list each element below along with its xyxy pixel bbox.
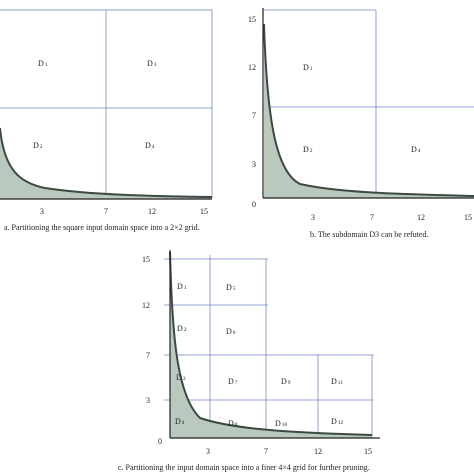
region-index: 5 <box>233 286 236 292</box>
panel-c-x-ticks: 3 7 12 15 <box>206 447 372 456</box>
panel-c-tick-3: 3 <box>206 447 210 456</box>
panel-c-regions: D1 D5 D2 D6 D3 D7 D9 D11 D4 D8 D10 D12 <box>175 282 344 428</box>
panel-b-curve <box>263 23 474 197</box>
panel-b-region-d1: D1 <box>303 63 313 72</box>
panel-c-region-d10: D10 <box>275 419 288 428</box>
panel-c-ytick-3: 3 <box>146 396 150 405</box>
panel-c-region-d6: D6 <box>226 327 236 336</box>
panel-b-tick-15: 15 <box>464 213 472 222</box>
panel-a-tick-7: 7 <box>104 207 108 216</box>
panel-c-region-d11: D11 <box>331 377 343 386</box>
region-index: 4 <box>152 144 155 150</box>
panel-a-regions: D1 D3 D2 D4 <box>33 59 157 150</box>
region-index: 2 <box>310 148 313 154</box>
panel-a-region-d4: D4 <box>145 141 155 150</box>
panel-a-tick-3: 3 <box>40 207 44 216</box>
panel-b-ytick-12: 12 <box>248 63 256 72</box>
region-index: 9 <box>288 380 291 386</box>
panel-b: 15 12 7 3 0 3 7 12 15 D1 D2 D4 b. The su… <box>248 8 474 239</box>
panel-b-ytick-0: 0 <box>252 200 256 209</box>
panel-a: 3 7 12 15 D1 D3 D2 D4 a. Partitioning th… <box>0 9 213 232</box>
panel-b-region-d2: D2 <box>303 145 313 154</box>
region-index: 4 <box>182 420 185 426</box>
panel-c-tick-7: 7 <box>264 447 268 456</box>
panel-a-region-d3: D3 <box>147 59 157 68</box>
panel-c-ytick-15: 15 <box>142 255 150 264</box>
panel-c-region-d7: D7 <box>228 377 238 386</box>
panel-a-x-ticks: 3 7 12 15 <box>40 207 208 216</box>
panel-c-region-d3: D3 <box>176 373 186 382</box>
panel-c-curve <box>169 251 373 436</box>
panel-c-region-d1: D1 <box>177 282 187 291</box>
panel-c-region-d12: D12 <box>331 417 344 426</box>
panel-c-region-d8: D8 <box>228 419 238 428</box>
region-index: 3 <box>154 62 157 68</box>
panel-c-ytick-7: 7 <box>146 351 150 360</box>
panel-a-region-d2: D2 <box>33 141 43 150</box>
region-index: 1 <box>184 285 187 291</box>
panel-b-shaded-area <box>264 24 474 198</box>
panel-b-tick-12: 12 <box>417 213 425 222</box>
panel-c-tick-15: 15 <box>364 447 372 456</box>
panel-b-y-ticks: 15 12 7 3 0 <box>248 15 256 209</box>
panel-b-tick-7: 7 <box>370 213 374 222</box>
region-index: 8 <box>235 422 238 428</box>
panel-c-region-d4: D4 <box>175 417 185 426</box>
region-index: 3 <box>183 376 186 382</box>
panel-c-region-d5: D5 <box>226 283 236 292</box>
panel-b-tick-3: 3 <box>311 213 315 222</box>
panel-c: 15 12 7 3 0 3 7 12 15 D1 D5 D2 D6 D3 D7 … <box>118 250 380 472</box>
panel-c-ytick-12: 12 <box>142 301 150 310</box>
panel-c-caption: c. Partitioning the input domain space i… <box>118 463 370 472</box>
panel-a-tick-12: 12 <box>148 207 156 216</box>
panel-c-ytick-0: 0 <box>158 437 162 446</box>
region-index: 4 <box>418 148 421 154</box>
panel-b-region-d4: D4 <box>411 145 421 154</box>
panel-b-caption: b. The subdomain D3 can be refuted. <box>310 230 428 239</box>
panel-c-region-d9: D9 <box>281 377 291 386</box>
panel-c-shaded-area <box>170 252 372 438</box>
panel-c-region-d2: D2 <box>177 324 187 333</box>
panel-a-curve <box>0 127 213 198</box>
panel-a-caption: a. Partitioning the square input domain … <box>4 223 200 232</box>
region-index: 10 <box>282 422 288 428</box>
region-index: 1 <box>45 62 48 68</box>
region-index: 7 <box>235 380 238 386</box>
panel-c-tick-12: 12 <box>314 447 322 456</box>
panel-a-tick-15: 15 <box>200 207 208 216</box>
panel-c-grid <box>164 255 374 438</box>
region-index: 2 <box>184 327 187 333</box>
region-index: 11 <box>338 380 344 386</box>
region-index: 6 <box>233 330 236 336</box>
region-index: 1 <box>310 66 313 72</box>
panel-b-x-ticks: 3 7 12 15 <box>311 213 472 222</box>
region-index: 12 <box>338 420 344 426</box>
panel-a-shaded-area <box>0 128 212 199</box>
panel-b-ytick-3: 3 <box>252 160 256 169</box>
panel-b-regions: D1 D2 D4 <box>303 63 421 154</box>
panel-a-region-d1: D1 <box>38 59 48 68</box>
panel-b-ytick-7: 7 <box>252 111 256 120</box>
panel-b-ytick-15: 15 <box>248 15 256 24</box>
panel-c-y-ticks: 15 12 7 3 0 <box>142 255 162 446</box>
region-index: 2 <box>40 144 43 150</box>
